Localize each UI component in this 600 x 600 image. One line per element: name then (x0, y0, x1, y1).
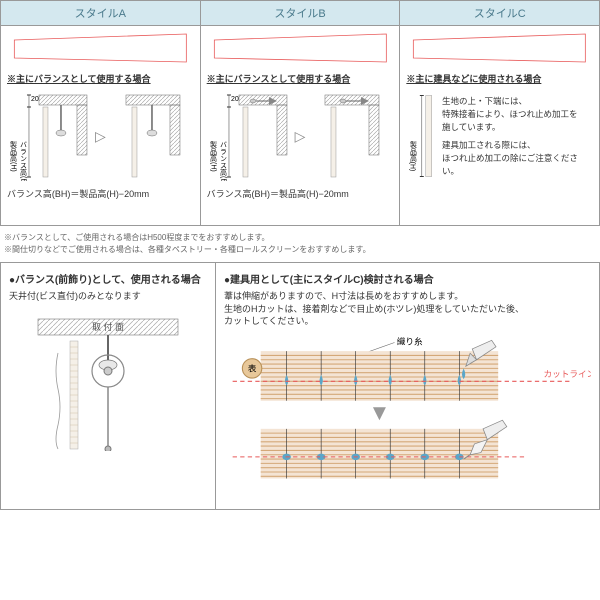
style-b-header: スタイルB (201, 1, 400, 26)
arrow-icon: ▷ (95, 128, 106, 145)
tategu-section: ●建具用として(主にスタイルC)検討される場合 葦は伸縮がありますので、H寸法は… (216, 262, 600, 510)
style-a-formula: バランス高(BH)＝製品高(H)−20mm (7, 187, 194, 200)
style-b-column: スタイルB ※主にバランスとして使用する場合 製品高(H) バランス高(BH) … (201, 1, 401, 226)
style-a-caption: ※主にバランスとして使用する場合 (7, 72, 194, 85)
svg-text:バランス高(BH): バランス高(BH) (219, 141, 227, 181)
valance-illustration: 取 付 面 (9, 311, 207, 451)
style-c-body: ※主に建具などに使用される場合 製品高(H) 生地の上・下端には、 特殊接着によ… (400, 26, 599, 226)
style-a-header: スタイルA (1, 1, 200, 26)
mount-label: 取 付 面 (92, 322, 124, 332)
tategu-sub: 葦は伸縮がありますので、H寸法は長めをおすすめします。 生地のHカットは、接着剤… (224, 290, 591, 328)
style-a-shape (7, 32, 194, 64)
style-b-caption: ※主にバランスとして使用する場合 (207, 72, 394, 85)
footnotes: ※バランスとして、ご使用される場合はH500程度までをおすすめします。 ※間仕切… (0, 226, 600, 262)
style-c-header: スタイルC (400, 1, 599, 26)
style-a-column: スタイルA ※主にバランスとして使用する場合 製品高(H) バランス高(BH) … (0, 1, 201, 226)
styles-row: スタイルA ※主にバランスとして使用する場合 製品高(H) バランス高(BH) … (0, 0, 600, 226)
valance-sub: 天井付(ビス直付)のみとなります (9, 290, 207, 303)
style-b-diagram: 製品高(H) バランス高(BH) 20 ▷ (207, 91, 394, 181)
style-b-formula: バランス高(BH)＝製品高(H)−20mm (207, 187, 394, 200)
svg-text:製品高(H): 製品高(H) (409, 140, 417, 171)
bottom-row: ●バランス(前飾り)として、使用される場合 天井付(ビス直付)のみとなります 取… (0, 262, 600, 510)
style-b-body: ※主にバランスとして使用する場合 製品高(H) バランス高(BH) 20 ▷ (201, 26, 400, 226)
tategu-title: ●建具用として(主にスタイルC)検討される場合 (224, 271, 591, 286)
valance-section: ●バランス(前飾り)として、使用される場合 天井付(ビス直付)のみとなります 取… (0, 262, 216, 510)
weft-label: 織り糸 (397, 336, 423, 347)
style-c-shape (406, 32, 593, 64)
style-b-shape (207, 32, 394, 64)
style-c-caption: ※主に建具などに使用される場合 (406, 72, 593, 85)
style-c-column: スタイルC ※主に建具などに使用される場合 製品高(H) 生地の上・下端には、 … (400, 1, 600, 226)
cutline-label: カットライン (544, 369, 591, 379)
svg-text:製品高(H): 製品高(H) (9, 140, 17, 172)
valance-title: ●バランス(前飾り)として、使用される場合 (9, 271, 207, 286)
badge-label: 表 (248, 362, 257, 373)
style-a-diagram: 製品高(H) バランス高(BH) 20 ▷ (7, 91, 194, 181)
cut-diagram: 織り糸 表 カットライン (224, 336, 591, 501)
svg-text:20: 20 (31, 96, 39, 103)
svg-text:20: 20 (231, 96, 239, 103)
svg-text:製品高(H): 製品高(H) (209, 140, 217, 172)
svg-text:バランス高(BH): バランス高(BH) (19, 141, 27, 181)
arrow-icon: ▷ (295, 128, 306, 145)
style-c-text: 生地の上・下端には、 特殊接着により、ほつれ止め加工を 施しています。 建具加工… (442, 91, 593, 182)
down-arrow-icon (373, 407, 386, 420)
style-a-body: ※主にバランスとして使用する場合 製品高(H) バランス高(BH) 20 ▷ (1, 26, 200, 226)
